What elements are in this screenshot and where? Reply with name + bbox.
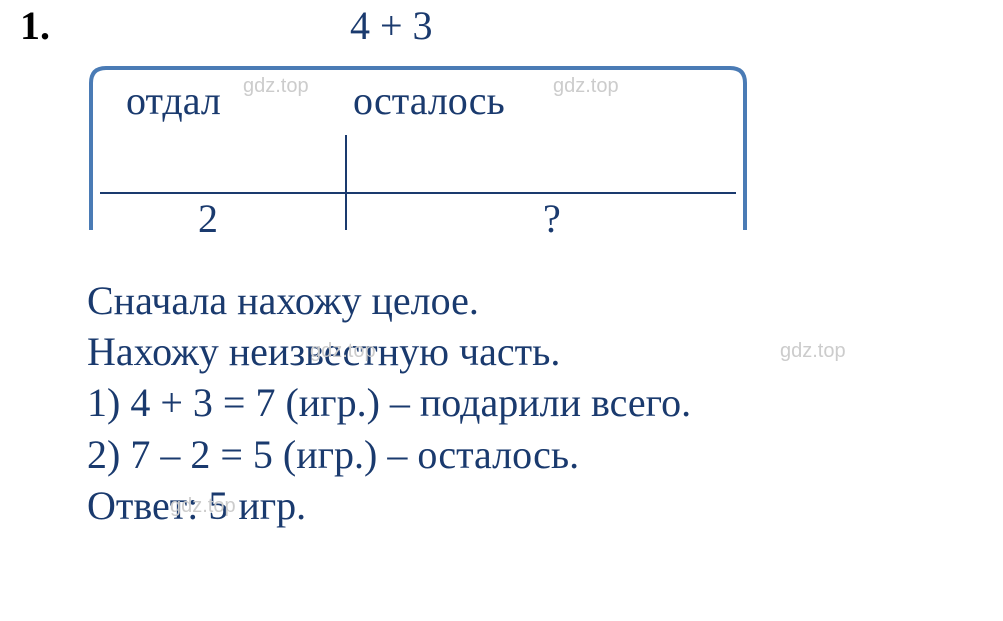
solution-line-1: Сначала нахожу целое. bbox=[87, 275, 691, 326]
value-left: 2 bbox=[198, 195, 218, 242]
watermark-2: gdz.top bbox=[553, 75, 619, 98]
top-expression: 4 + 3 bbox=[350, 2, 433, 49]
watermark-3: gdz.top bbox=[310, 340, 376, 363]
watermark-1: gdz.top bbox=[243, 75, 309, 98]
solution-line-2: Нахожу неизвестную часть. bbox=[87, 326, 691, 377]
solution-step-1: 1) 4 + 3 = 7 (игр.) – подарили всего. bbox=[87, 377, 691, 428]
label-left: осталось bbox=[353, 77, 505, 124]
solution-text: Сначала нахожу целое. Нахожу неизвестную… bbox=[87, 275, 691, 531]
label-gave: отдал bbox=[126, 77, 221, 124]
diagram: отдал осталось gdz.top gdz.top 2 ? bbox=[88, 65, 748, 230]
solution-step-2: 2) 7 – 2 = 5 (игр.) – осталось. bbox=[87, 429, 691, 480]
value-right: ? bbox=[543, 195, 561, 242]
watermark-4: gdz.top bbox=[780, 340, 846, 363]
problem-number: 1. bbox=[20, 2, 50, 49]
watermark-5: gdz.top bbox=[170, 495, 236, 518]
